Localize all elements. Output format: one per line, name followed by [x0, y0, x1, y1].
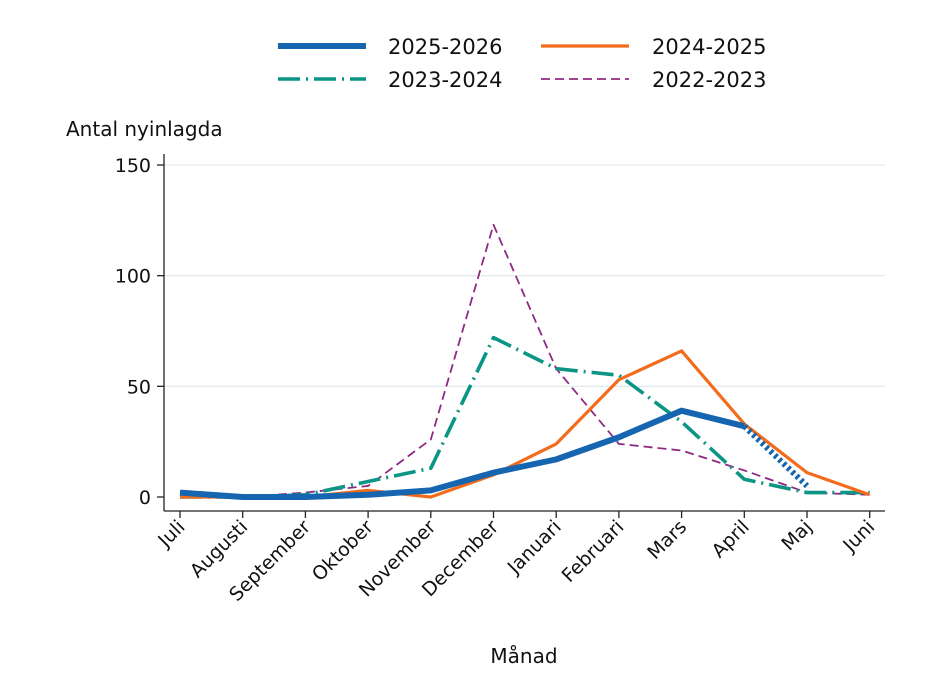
y-tick-label: 50: [127, 376, 151, 398]
series-line-2025-2026: [179, 407, 746, 500]
grid-lines: [164, 164, 885, 387]
x-tick-label: Juli: [153, 516, 189, 552]
y-tick-label: 150: [115, 155, 151, 177]
legend: 2025-2026 2024-2025 2023-2024 2022-2023: [278, 35, 766, 92]
y-tick-label: 0: [139, 487, 151, 509]
series-line-2024-2025: [180, 349, 871, 499]
x-tick-label: April: [708, 516, 754, 562]
x-tick-label: Januari: [503, 516, 566, 579]
series-line-2022-2023: [180, 223, 870, 498]
legend-label: 2023-2024: [388, 68, 502, 92]
series-line-2023-2024: [180, 335, 870, 499]
series-lines: [179, 223, 871, 500]
legend-label: 2025-2026: [388, 35, 502, 59]
y-axis-label: Antal nyinlagda: [66, 117, 223, 141]
tick-labels: 050100150JuliAugustiSeptemberOktoberNove…: [115, 155, 880, 606]
series-projection-2025-2026: [742, 424, 810, 489]
x-axis-label: Månad: [490, 644, 557, 668]
legend-label: 2024-2025: [652, 35, 766, 59]
x-tick-label: Mars: [643, 516, 691, 564]
axes: [163, 154, 885, 512]
legend-label: 2022-2023: [652, 68, 766, 92]
x-tick-label: Juni: [838, 516, 879, 557]
y-tick-label: 100: [115, 266, 151, 288]
x-tick-label: Februari: [558, 516, 629, 587]
x-tick-label: Maj: [777, 516, 816, 555]
